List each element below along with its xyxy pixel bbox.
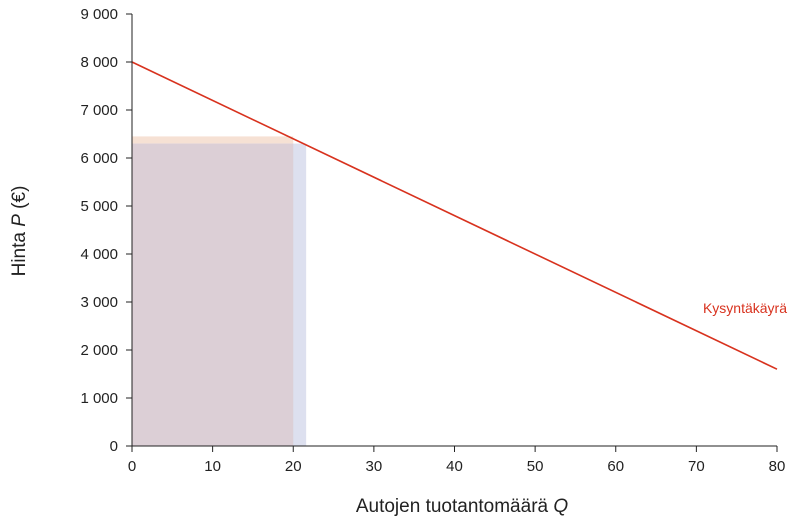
shaded-area-2 — [132, 143, 294, 446]
y-tick-label: 9 000 — [80, 6, 118, 23]
x-axis-title-text: Autojen tuotantomäärä — [356, 496, 554, 517]
demand-curve-label: Kysyntäkäyrä — [703, 300, 787, 316]
x-tick-label: 30 — [366, 458, 383, 475]
y-tick-label: 4 000 — [80, 246, 118, 263]
x-tick-label: 40 — [446, 458, 463, 475]
x-tick-label: 60 — [607, 458, 624, 475]
x-axis-title-variable: Q — [553, 496, 568, 517]
y-tick-label: 0 — [110, 438, 118, 455]
y-tick-label: 7 000 — [80, 102, 118, 119]
x-axis-title: Autojen tuotantomäärä Q — [356, 496, 569, 517]
shaded-areas — [132, 136, 307, 446]
ticks: 0 1 000 2 000 3 000 4 000 5 000 6 000 7 000 8 00… — [80, 6, 785, 475]
demand-curve-line — [131, 61, 778, 370]
y-tick-label: 1 000 — [80, 390, 118, 407]
shaded-area-1 — [132, 136, 294, 144]
y-tick-label: 2 000 — [80, 342, 118, 359]
x-tick-label: 70 — [688, 458, 705, 475]
y-tick-label: 8 000 — [80, 54, 118, 71]
y-axis-title: Hinta P (€) — [9, 186, 30, 277]
y-tick-label: 3 000 — [80, 294, 118, 311]
x-tick-label: 80 — [769, 458, 786, 475]
y-axis-title-text: Hinta — [9, 227, 30, 277]
x-tick-label: 20 — [285, 458, 302, 475]
y-axis-title-unit: (€) — [9, 186, 30, 215]
series-layer — [131, 61, 778, 370]
x-tick-label: 0 — [128, 458, 136, 475]
y-axis-title-variable: P — [9, 214, 30, 227]
y-tick-label: 6 000 — [80, 150, 118, 167]
x-tick-label: 50 — [527, 458, 544, 475]
y-tick-label: 5 000 — [80, 198, 118, 215]
x-tick-label: 10 — [204, 458, 221, 475]
